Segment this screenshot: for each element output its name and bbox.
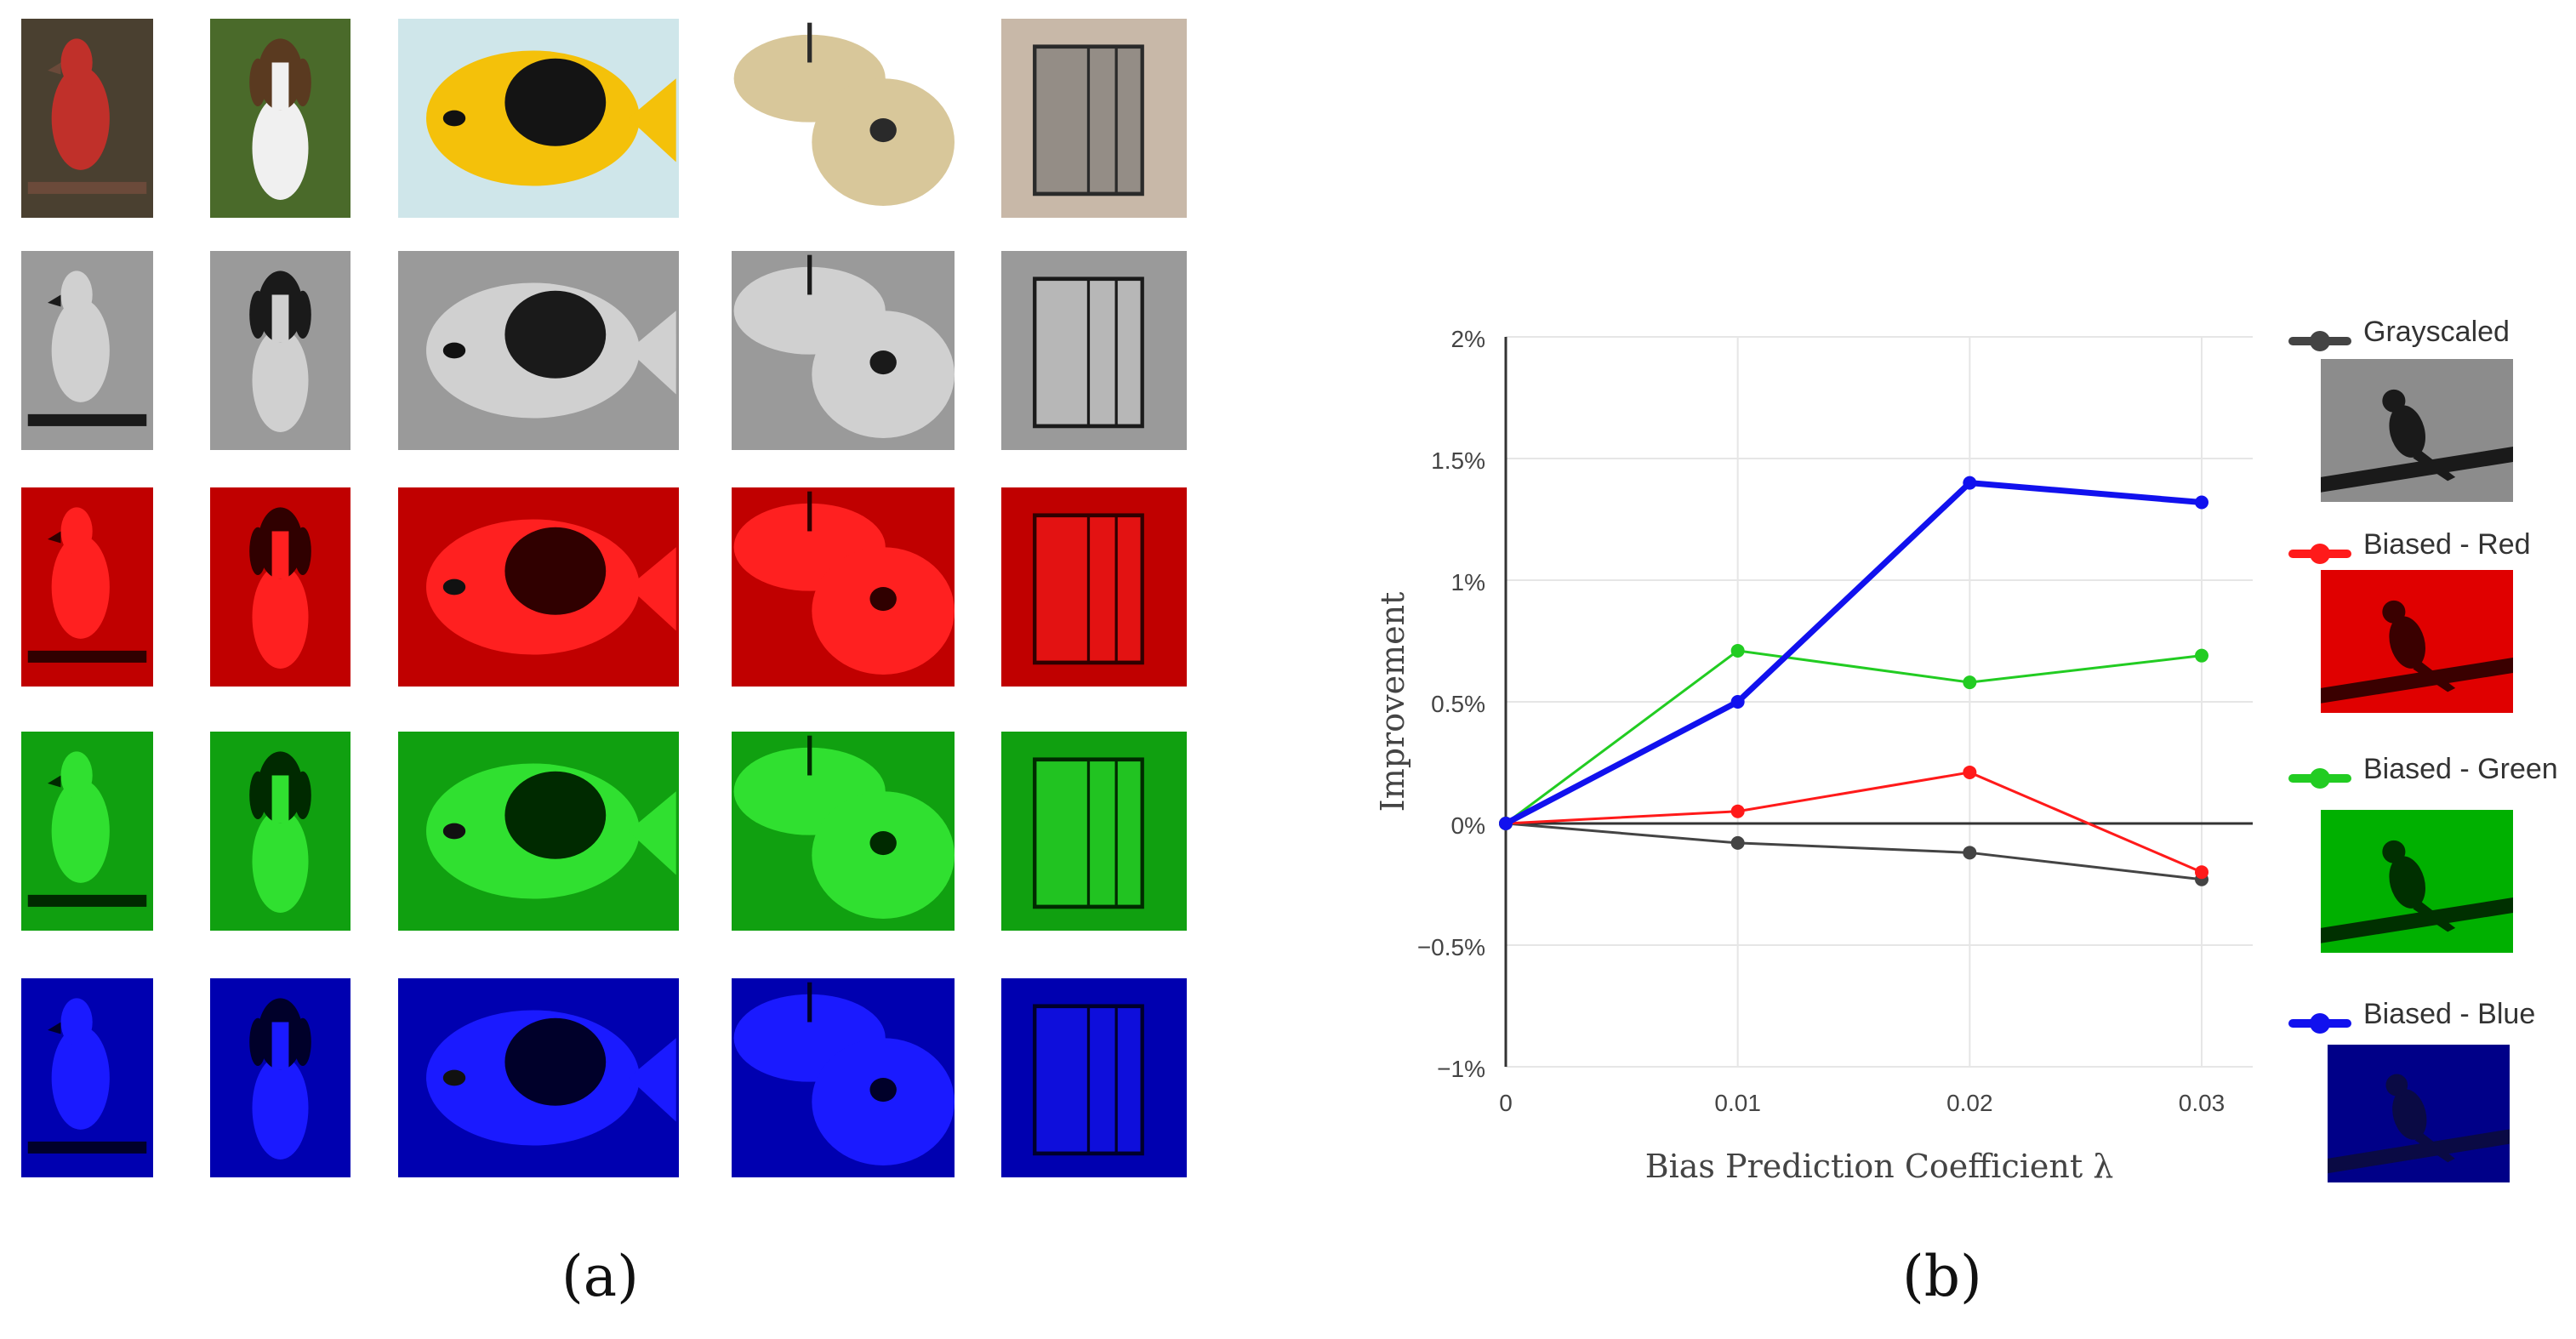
legend-label: Biased - Green — [2363, 753, 2558, 785]
x-tick-label: 0.02 — [1946, 1090, 1993, 1116]
y-tick-label: 2% — [1451, 326, 1485, 352]
legend-swatch-dot — [2310, 331, 2330, 351]
data-point-biased-blue — [2195, 495, 2208, 510]
legend-item-biased-red: Biased - Red — [2288, 524, 2561, 575]
thumbnail-original-glass-case — [1001, 19, 1187, 218]
legend-swatch-dot — [2310, 1013, 2330, 1034]
thumbnail-red-fish — [398, 487, 679, 687]
line-chart: −1% −0.5% 0% 0.5% 1% 1.5% 2% 0 0.01 0.02 0.03 Bias … — [1374, 326, 2253, 1185]
y-tick-label: 1% — [1451, 569, 1485, 595]
series-line-biased-red — [1505, 771, 2203, 874]
y-tick-label: −1% — [1437, 1056, 1485, 1082]
thumbnail-red-glass-case — [1001, 487, 1187, 687]
legend-label: Biased - Red — [2363, 528, 2531, 561]
thumbnail-grayscale-bird — [21, 251, 153, 450]
series-line-biased-green — [1505, 649, 2203, 825]
data-point-biased-green — [1963, 675, 1977, 690]
data-point-biased-green — [1730, 643, 1745, 658]
data-point-grayscaled — [1963, 846, 1977, 860]
thumbnail-original-fish — [398, 19, 679, 218]
x-tick-label: 0.01 — [1714, 1090, 1761, 1116]
x-tick-label: 0.03 — [2179, 1090, 2226, 1116]
data-point-biased-blue — [1963, 476, 1977, 490]
thumbnail-grayscale-glass-case — [1001, 251, 1187, 450]
series-line-biased-blue — [1504, 479, 2203, 827]
legend-bird-image-biased-green — [2321, 810, 2513, 953]
data-point-biased-blue — [1499, 817, 1513, 830]
y-tick-label: 0.5% — [1431, 691, 1485, 717]
thumbnail-green-dog — [210, 732, 350, 931]
thumbnail-blue-dog — [210, 978, 350, 1177]
panel-label-a: (a) — [561, 1244, 639, 1309]
thumbnail-grayscale-fish — [398, 251, 679, 450]
thumbnail-green-glass-case — [1001, 732, 1187, 931]
y-tick-label: 0% — [1451, 812, 1485, 839]
series-line-grayscaled — [1505, 822, 2203, 881]
legend-item-biased-green: Biased - Green — [2288, 749, 2561, 800]
legend-label: Grayscaled — [2363, 316, 2510, 348]
legend-bird-image-biased-red — [2321, 570, 2513, 713]
thumbnail-grayscale-dog — [210, 251, 350, 450]
legend-item-biased-blue: Biased - Blue — [2288, 994, 2561, 1045]
x-axis-label: Bias Prediction Coefficient λ — [1645, 1148, 2114, 1185]
legend-bird-image-biased-blue — [2328, 1045, 2510, 1182]
data-point-biased-red — [1963, 765, 1977, 779]
thumbnail-blue-bird — [21, 978, 153, 1177]
legend-bird-image-grayscaled — [2321, 359, 2513, 502]
thumbnail-original-bird — [21, 19, 153, 218]
legend-label: Biased - Blue — [2363, 998, 2536, 1030]
legend-item-grayscaled: Grayscaled — [2288, 311, 2561, 362]
thumbnail-green-cymbals — [732, 732, 955, 931]
thumbnail-red-dog — [210, 487, 350, 687]
thumbnail-red-cymbals — [732, 487, 955, 687]
y-tick-label: −0.5% — [1417, 934, 1485, 960]
thumbnail-green-fish — [398, 732, 679, 931]
thumbnail-original-dog — [210, 19, 350, 218]
thumbnail-red-bird — [21, 487, 153, 687]
panel-label-b: (b) — [1902, 1244, 1982, 1309]
thumbnail-grayscale-cymbals — [732, 251, 955, 450]
data-point-grayscaled — [1730, 835, 1745, 850]
y-axis-label: Improvement — [1374, 592, 1411, 812]
thumbnail-original-cymbals — [732, 19, 955, 218]
data-point-biased-blue — [1730, 695, 1745, 709]
data-point-biased-green — [2195, 648, 2208, 663]
legend-swatch-dot — [2310, 768, 2330, 789]
y-tick-label: 1.5% — [1431, 447, 1485, 474]
x-tick-label: 0 — [1499, 1090, 1513, 1116]
thumbnail-blue-cymbals — [732, 978, 955, 1177]
legend-swatch-dot — [2310, 544, 2330, 564]
thumbnail-green-bird — [21, 732, 153, 931]
thumbnail-blue-fish — [398, 978, 679, 1177]
data-point-biased-red — [1730, 804, 1745, 818]
thumbnail-blue-glass-case — [1001, 978, 1187, 1177]
data-point-biased-red — [2195, 865, 2208, 880]
